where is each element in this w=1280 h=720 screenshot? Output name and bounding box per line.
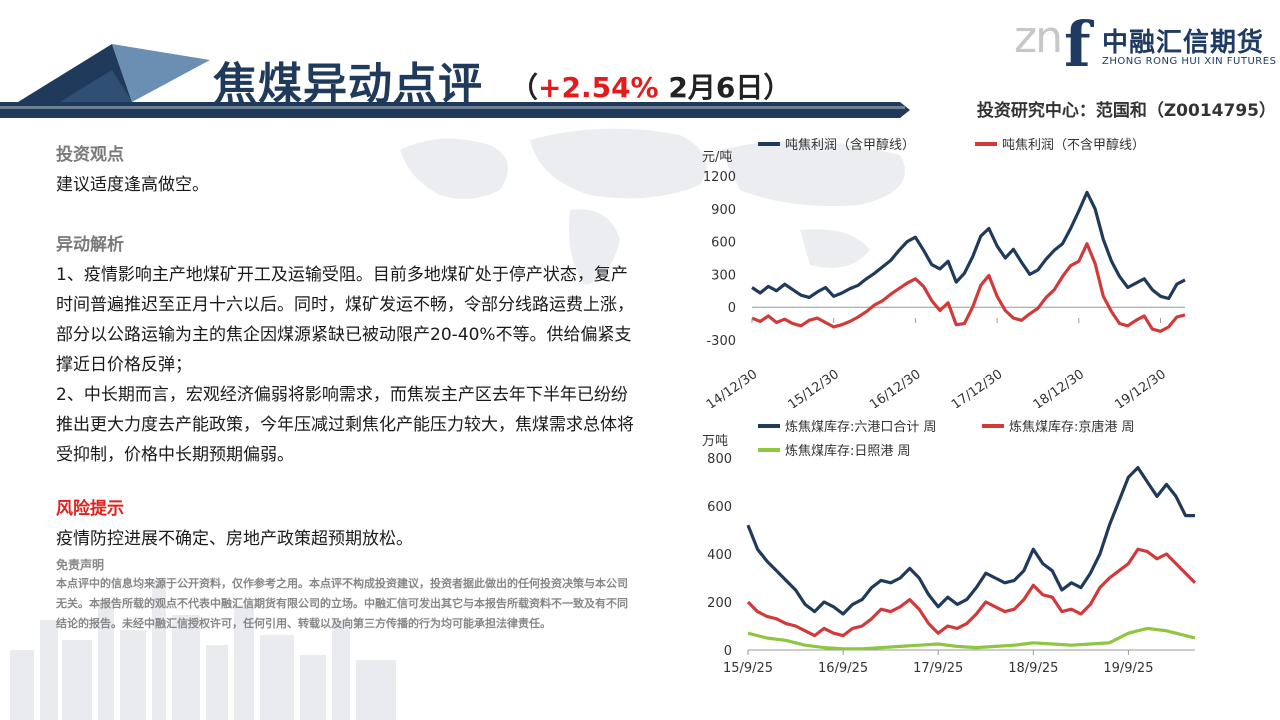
author-line: 投资研究中心：范国和（Z0014795） <box>976 101 1276 121</box>
world-map-background <box>400 128 905 285</box>
disclaimer-title: 免责声明 <box>56 558 105 572</box>
y-axis-unit: 元/吨 <box>702 150 732 165</box>
legend-label: 炼焦煤库存:六港口合计 周 <box>785 419 937 435</box>
y-tick-label: 300 <box>711 268 736 283</box>
x-tick-label: 14/12/30 <box>704 367 760 408</box>
y-axis-unit: 万吨 <box>702 434 728 449</box>
header-triangle-decoration <box>18 44 210 102</box>
header-divider-bar <box>0 102 910 118</box>
view-text: 建议适度逢高做空。 <box>56 175 209 195</box>
city-skyline-background <box>10 580 396 720</box>
page-title: 焦煤异动点评 <box>213 59 483 110</box>
x-tick-label: 17/9/25 <box>913 661 963 676</box>
y-tick-label: 0 <box>724 644 732 659</box>
coke-profit-chart: 吨焦利润（含甲醇线） 吨焦利润（不含甲醇线） 元/吨 1200 900 600 300 0 -3… <box>702 137 1186 408</box>
subtitle-open-paren: （ <box>510 71 539 104</box>
logo-f-mark: f <box>1064 8 1091 81</box>
y-tick-label: 800 <box>707 452 732 467</box>
analysis-paragraph-2: 2、中长期而言，宏观经济偏弱将影响需求，而焦炭主产区去年下半年已纷纷推出更大力度… <box>56 385 634 465</box>
price-change-subtitle: （+2.54% 2月6日） <box>510 66 791 106</box>
y-tick-label: -300 <box>706 334 736 349</box>
price-change-percent: +2.54% <box>538 71 659 104</box>
x-tick-label: 16/9/25 <box>818 661 868 676</box>
legend-label: 吨焦利润（含甲醇线） <box>785 137 915 153</box>
logo-zn-mark: zn <box>1014 12 1063 63</box>
x-tick-label: 17/12/30 <box>949 367 1005 408</box>
series-line <box>751 242 1186 333</box>
commentary-panel: 投资观点 建议适度逢高做空。 异动解析 1、疫情影响主产地煤矿开工及运输受阻。目… <box>56 140 636 634</box>
x-tick-label: 19/9/25 <box>1103 661 1153 676</box>
disclaimer-text: 本点评中的信息均来源于公开资料，仅作参考之用。本点评不构成投资建议，投资者据此做… <box>56 577 628 630</box>
change-date: 2月6日） <box>658 71 792 104</box>
analysis-heading: 异动解析 <box>56 235 124 255</box>
risk-heading: 风险提示 <box>56 499 124 519</box>
logo-name-cn: 中融汇信期货 <box>1102 28 1265 58</box>
y-tick-label: 600 <box>707 500 732 515</box>
x-tick-label: 15/12/30 <box>786 367 842 408</box>
x-tick-label: 19/12/30 <box>1112 367 1168 408</box>
company-logo: zn f 中融汇信期货 ZHONG RONG HUI XIN FUTURES <box>1014 8 1277 81</box>
series-line <box>746 547 1197 638</box>
x-tick-label: 18/12/30 <box>1031 367 1087 408</box>
view-heading: 投资观点 <box>56 145 124 165</box>
x-tick-label: 16/12/30 <box>867 367 923 408</box>
logo-name-en: ZHONG RONG HUI XIN FUTURES <box>1102 56 1277 67</box>
series-line <box>747 626 1196 651</box>
series-line <box>751 190 1186 301</box>
legend-label: 炼焦煤库存:京唐港 周 <box>1009 419 1135 435</box>
y-tick-label: 400 <box>707 548 732 563</box>
y-tick-label: 600 <box>711 236 736 251</box>
x-tick-label: 18/9/25 <box>1008 661 1058 676</box>
y-tick-label: 1200 <box>703 170 736 185</box>
x-tick-label: 15/9/25 <box>723 661 773 676</box>
y-tick-label: 200 <box>707 596 732 611</box>
risk-text: 疫情防控进展不确定、房地产政策超预期放松。 <box>56 529 413 549</box>
series-line <box>746 465 1195 616</box>
legend-label: 炼焦煤库存:日照港 周 <box>785 443 911 459</box>
legend-label: 吨焦利润（不含甲醇线） <box>1002 137 1145 153</box>
y-tick-label: 900 <box>711 203 736 218</box>
analysis-paragraph-1: 1、疫情影响主产地煤矿开工及运输受阻。目前多地煤矿处于停产状态，复产时间普遍推迟… <box>56 265 634 375</box>
y-tick-label: 0 <box>728 301 736 316</box>
